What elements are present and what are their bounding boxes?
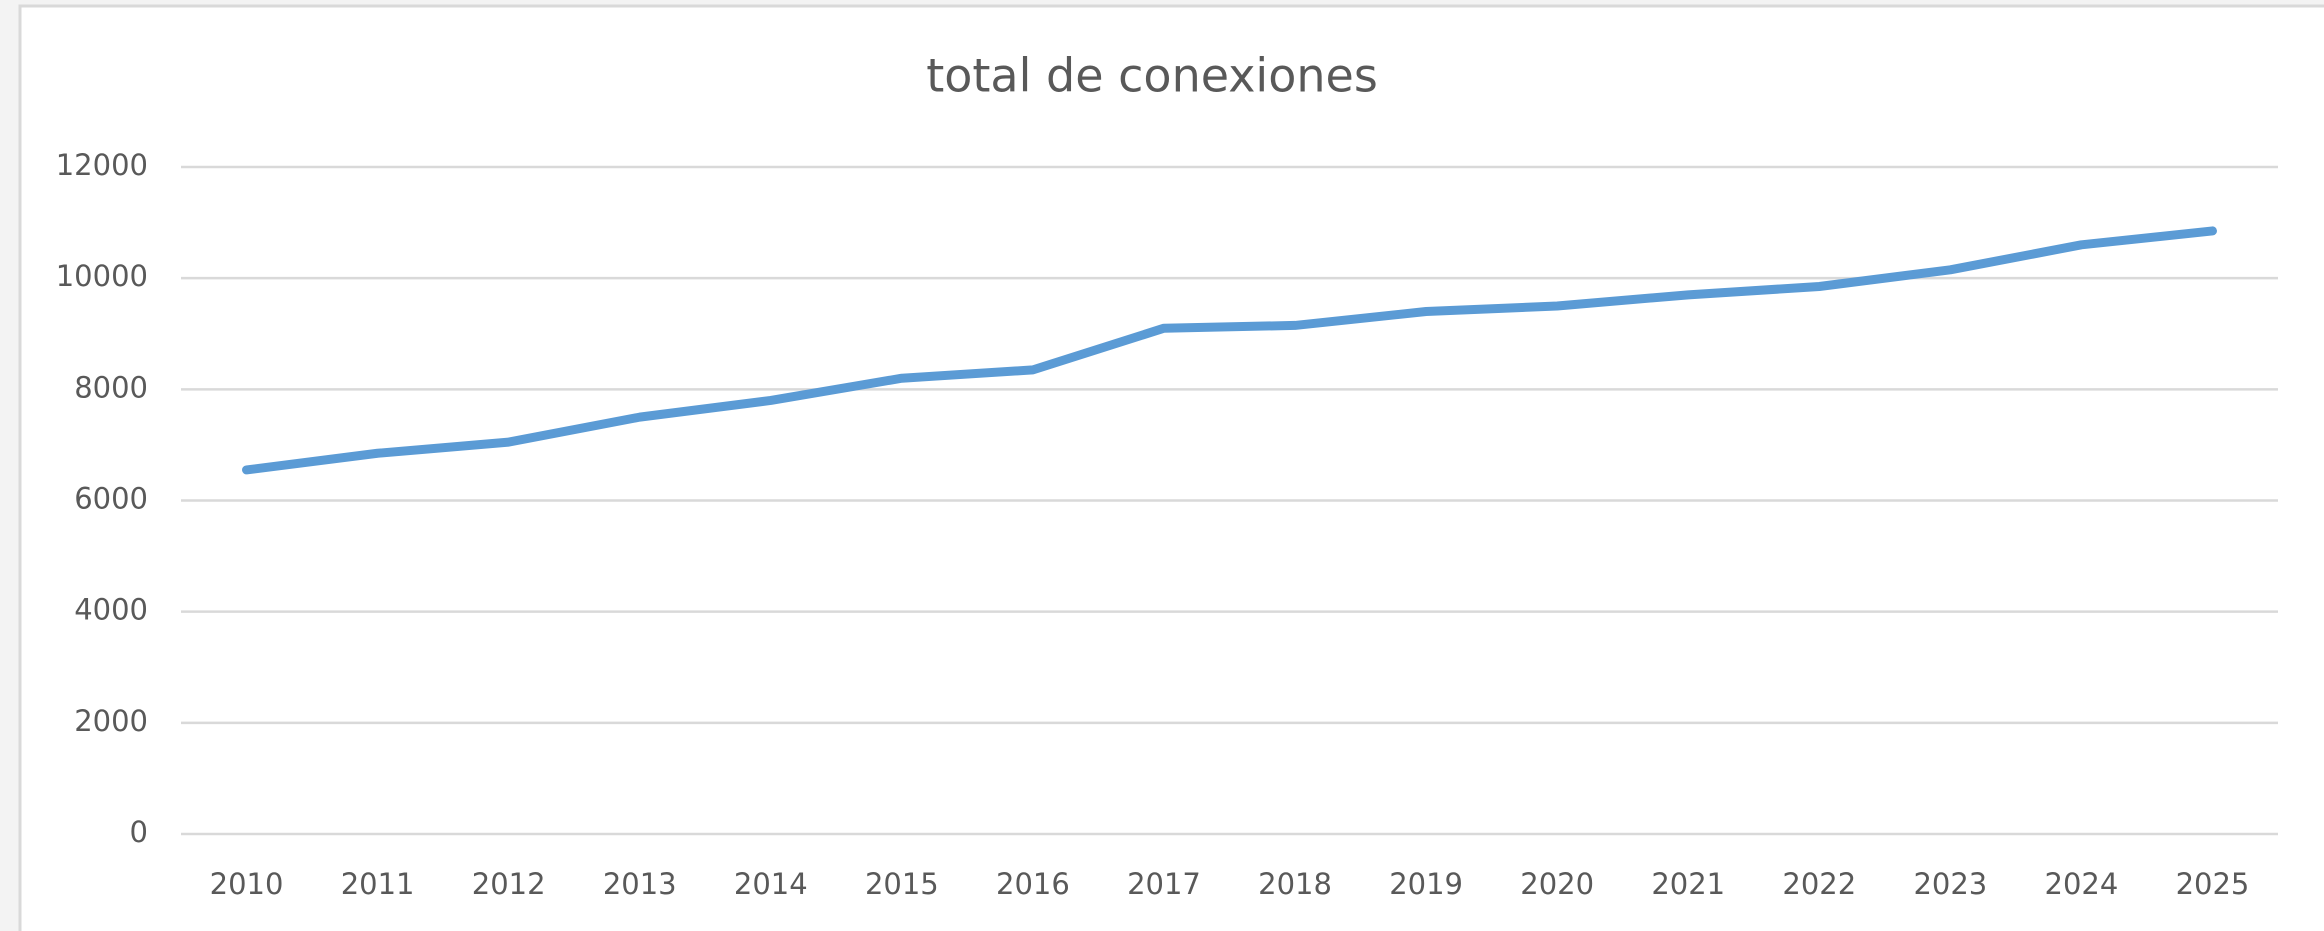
- data-line: [242, 226, 2217, 475]
- x-tick-label: 2024: [2045, 867, 2119, 901]
- x-tick-label: 2025: [2176, 867, 2250, 901]
- x-tick-label: 2014: [734, 867, 808, 901]
- x-tick-label: 2017: [1127, 867, 1201, 901]
- y-tick-label: 4000: [74, 593, 148, 627]
- x-tick-label: 2023: [1913, 867, 1987, 901]
- x-tick-label: 2015: [865, 867, 939, 901]
- y-tick-label: 10000: [56, 259, 148, 293]
- y-tick-label: 2000: [74, 704, 148, 738]
- x-tick-label: 2010: [210, 867, 284, 901]
- x-tick-label: 2011: [341, 867, 415, 901]
- x-tick-label: 2021: [1651, 867, 1725, 901]
- x-tick-label: 2013: [603, 867, 677, 901]
- x-tick-label: 2016: [996, 867, 1070, 901]
- y-tick-label: 12000: [56, 148, 148, 182]
- y-tick-label: 6000: [74, 482, 148, 516]
- y-tick-label: 8000: [74, 370, 148, 404]
- x-tick-label: 2020: [1520, 867, 1594, 901]
- x-tick-label: 2018: [1258, 867, 1332, 901]
- chart-area: [18, 4, 2324, 931]
- y-tick-label: 0: [130, 815, 148, 849]
- x-tick-label: 2019: [1389, 867, 1463, 901]
- chart-title: total de conexiones: [926, 49, 1378, 103]
- x-tick-label: 2012: [472, 867, 546, 901]
- x-tick-label: 2022: [1782, 867, 1856, 901]
